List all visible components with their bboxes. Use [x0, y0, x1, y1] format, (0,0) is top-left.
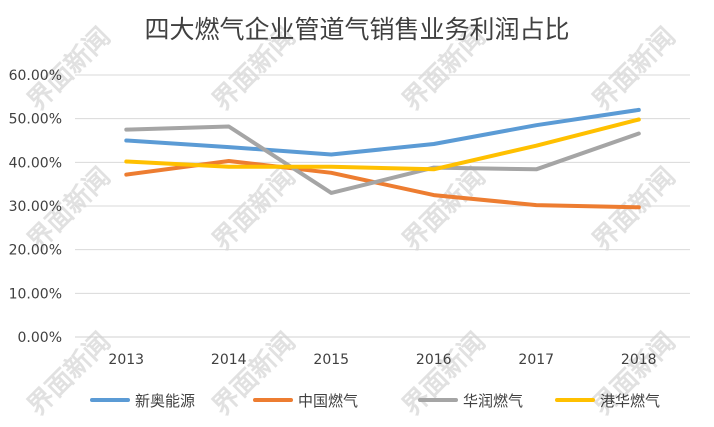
series-lines	[124, 107, 641, 210]
legend-label: 中国燃气	[298, 392, 358, 410]
series-line	[124, 124, 641, 195]
y-axis-ticks: 0.00% 10.00% 20.00% 30.00% 40.00% 50.00% 60.00…	[9, 68, 62, 346]
x-tick-label: 2017	[518, 352, 554, 368]
series-line	[124, 107, 641, 157]
y-tick-label: 40.00%	[9, 155, 62, 171]
series-line	[124, 159, 641, 210]
x-tick-label: 2013	[108, 352, 144, 368]
y-tick-label: 20.00%	[9, 243, 62, 259]
x-tick-label: 2016	[416, 352, 452, 368]
y-tick-label: 0.00%	[18, 330, 62, 346]
legend-label: 港华燃气	[600, 392, 660, 410]
legend-label: 华润燃气	[463, 392, 523, 410]
x-tick-label: 2018	[621, 352, 657, 368]
watermark-text: 界面新闻	[586, 21, 681, 116]
watermark-text: 界面新闻	[206, 161, 301, 256]
legend: 新奥能源 中国燃气 华润燃气 港华燃气	[90, 392, 660, 410]
x-axis-ticks: 2013 2014 2015 2016 2017 2018	[108, 352, 656, 368]
watermark-text: 界面新闻	[396, 161, 491, 256]
series-line	[124, 117, 641, 172]
watermark-text: 界面新闻	[206, 326, 301, 421]
y-tick-label: 60.00%	[9, 68, 62, 84]
y-tick-label: 30.00%	[9, 199, 62, 215]
legend-label: 新奥能源	[135, 392, 195, 410]
chart-title: 四大燃气企业管道气销售业务利润占比	[144, 15, 569, 44]
x-tick-label: 2014	[211, 352, 247, 368]
y-tick-label: 50.00%	[9, 112, 62, 128]
y-tick-label: 10.00%	[9, 286, 62, 302]
x-tick-label: 2015	[313, 352, 349, 368]
